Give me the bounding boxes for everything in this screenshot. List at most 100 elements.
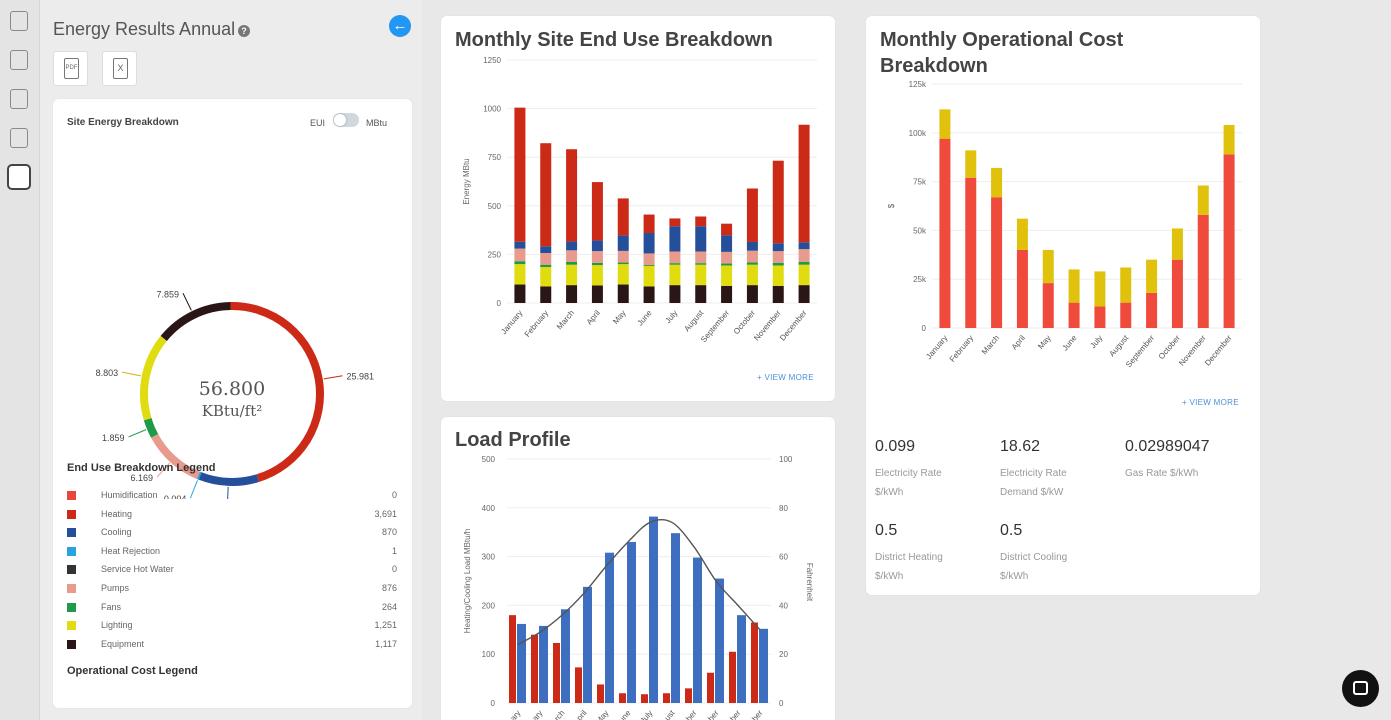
bar-cooling-january[interactable] — [514, 241, 526, 249]
bar-lighting-july[interactable] — [669, 264, 681, 286]
donut-slice-pumps[interactable] — [151, 433, 200, 480]
bar-fans-january[interactable] — [514, 261, 526, 265]
energy-icon[interactable] — [7, 164, 31, 190]
bar-cooling-load-january[interactable] — [517, 623, 526, 703]
bar-heating-load-august[interactable] — [663, 693, 670, 703]
bar-heating-load-march[interactable] — [553, 642, 560, 703]
bar-lighting-february[interactable] — [540, 267, 552, 287]
bar-cooling-load-july[interactable] — [649, 516, 658, 703]
bar-cooling-load-may[interactable] — [605, 552, 614, 703]
bar-equipment-december[interactable] — [798, 285, 810, 303]
bar-cooling-april[interactable] — [591, 240, 603, 252]
bar-equipment-july[interactable] — [669, 285, 681, 303]
export-pdf-button[interactable]: PDF — [53, 51, 88, 86]
bar-lighting-april[interactable] — [591, 265, 603, 286]
bar-gas-december[interactable] — [1223, 124, 1235, 155]
arrow-left-icon[interactable]: ← — [389, 15, 411, 37]
bar-cooling-june[interactable] — [643, 233, 655, 254]
bar-electricity-july[interactable] — [1094, 306, 1106, 328]
bar-lighting-october[interactable] — [746, 264, 758, 286]
bar-heating-july[interactable] — [669, 218, 681, 227]
bar-equipment-january[interactable] — [514, 284, 526, 303]
bar-pumps-february[interactable] — [540, 253, 552, 265]
bar-gas-september[interactable] — [1146, 259, 1158, 293]
gear-icon[interactable] — [10, 50, 28, 70]
building-icon[interactable] — [10, 11, 28, 31]
bar-cooling-load-april[interactable] — [583, 586, 592, 703]
bar-heating-march[interactable] — [566, 149, 578, 242]
bar-lighting-september[interactable] — [721, 265, 733, 286]
bar-cooling-load-october[interactable] — [715, 578, 724, 703]
bar-pumps-november[interactable] — [772, 251, 784, 263]
bar-heating-load-january[interactable] — [509, 615, 516, 703]
bar-fans-september[interactable] — [721, 263, 733, 266]
bar-fans-june[interactable] — [643, 265, 655, 267]
bar-cooling-february[interactable] — [540, 246, 552, 254]
bar-electricity-june[interactable] — [1068, 302, 1080, 328]
bar-electricity-october[interactable] — [1171, 259, 1183, 328]
site-view-more-link[interactable]: + VIEW MORE — [757, 373, 814, 382]
bar-pumps-july[interactable] — [669, 251, 681, 264]
bar-fans-august[interactable] — [695, 263, 707, 265]
bar-cooling-load-february[interactable] — [539, 625, 548, 703]
bar-heating-load-november[interactable] — [729, 651, 736, 703]
bar-gas-november[interactable] — [1197, 185, 1209, 215]
bar-equipment-february[interactable] — [540, 286, 552, 303]
bar-heating-load-february[interactable] — [531, 634, 538, 703]
bar-heating-load-may[interactable] — [597, 684, 604, 703]
cost-view-more-link[interactable]: + VIEW MORE — [1182, 398, 1239, 407]
bar-gas-august[interactable] — [1120, 267, 1132, 303]
bar-gas-june[interactable] — [1068, 269, 1080, 303]
bar-pumps-march[interactable] — [566, 250, 578, 262]
bar-heating-october[interactable] — [746, 188, 758, 242]
bar-pumps-january[interactable] — [514, 248, 526, 262]
bar-cooling-load-december[interactable] — [759, 628, 768, 703]
bar-heating-january[interactable] — [514, 107, 526, 242]
bar-heating-load-september[interactable] — [685, 688, 692, 703]
bar-cooling-october[interactable] — [746, 241, 758, 251]
question-circle-icon[interactable]: ? — [238, 25, 250, 37]
bar-equipment-may[interactable] — [617, 284, 629, 303]
bar-fans-july[interactable] — [669, 263, 681, 265]
bar-cooling-march[interactable] — [566, 241, 578, 251]
bar-heating-load-april[interactable] — [575, 667, 582, 703]
bar-cooling-july[interactable] — [669, 226, 681, 252]
bar-cooling-load-june[interactable] — [627, 541, 636, 703]
bar-gas-july[interactable] — [1094, 271, 1106, 307]
bar-pumps-september[interactable] — [721, 251, 733, 264]
bar-cooling-september[interactable] — [721, 235, 733, 252]
bar-heating-load-october[interactable] — [707, 672, 714, 703]
bar-cooling-august[interactable] — [695, 226, 707, 252]
bar-heating-load-july[interactable] — [641, 694, 648, 703]
bar-equipment-march[interactable] — [566, 285, 578, 303]
grid-icon[interactable] — [10, 128, 28, 148]
bar-pumps-may[interactable] — [617, 250, 629, 263]
bar-pumps-august[interactable] — [695, 251, 707, 264]
chart-icon[interactable] — [10, 89, 28, 109]
bar-gas-february[interactable] — [965, 150, 977, 178]
bar-pumps-october[interactable] — [746, 250, 758, 263]
bar-electricity-february[interactable] — [965, 177, 977, 328]
bar-lighting-march[interactable] — [566, 264, 578, 286]
bar-fans-may[interactable] — [617, 262, 629, 265]
chat-button[interactable] — [1342, 670, 1379, 707]
bar-equipment-september[interactable] — [721, 285, 733, 303]
bar-heating-april[interactable] — [591, 182, 603, 241]
bar-cooling-load-march[interactable] — [561, 609, 570, 703]
bar-lighting-may[interactable] — [617, 264, 629, 285]
donut-slice-lighting[interactable] — [140, 335, 167, 421]
bar-lighting-november[interactable] — [772, 265, 784, 286]
bar-cooling-load-november[interactable] — [737, 615, 746, 703]
bar-gas-october[interactable] — [1171, 228, 1183, 260]
bar-gas-april[interactable] — [1016, 218, 1028, 250]
bar-cooling-may[interactable] — [617, 235, 629, 251]
donut-slice-equipment[interactable] — [160, 302, 231, 342]
bar-heating-august[interactable] — [695, 216, 707, 227]
bar-lighting-august[interactable] — [695, 264, 707, 286]
bar-heating-february[interactable] — [540, 143, 552, 247]
bar-electricity-september[interactable] — [1146, 292, 1158, 328]
bar-gas-january[interactable] — [939, 109, 951, 139]
bar-heating-load-december[interactable] — [751, 622, 758, 703]
bar-pumps-december[interactable] — [798, 249, 810, 262]
bar-electricity-january[interactable] — [939, 138, 951, 328]
